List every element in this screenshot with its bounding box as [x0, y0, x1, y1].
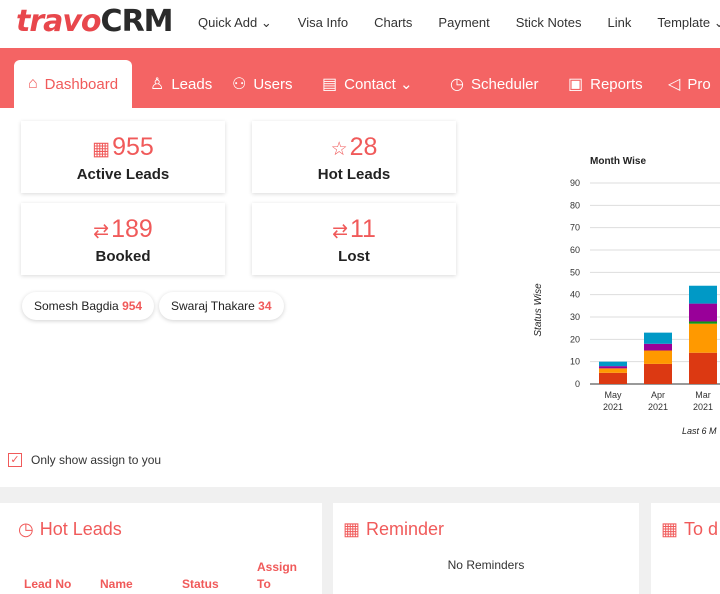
chart-xlabel: Last 6 M	[682, 426, 717, 436]
x-tick-label: 2021	[648, 402, 668, 412]
hot-leads-title: ◷ Hot Leads	[18, 519, 122, 539]
calendar-icon: ▦	[661, 519, 679, 539]
menu-template[interactable]: Template ⌄	[657, 15, 720, 30]
y-tick-label: 70	[570, 223, 580, 233]
col-status[interactable]: Status	[182, 577, 219, 591]
no-reminders-text: No Reminders	[447, 558, 525, 572]
menu-quick-add[interactable]: Quick Add ⌄	[198, 15, 272, 30]
y-tick-label: 30	[570, 312, 580, 322]
card-hot-leads[interactable]: ☆28 Hot Leads	[252, 121, 456, 193]
menu-stick-notes[interactable]: Stick Notes	[515, 15, 582, 30]
y-tick-label: 50	[570, 267, 580, 277]
exchange-icon: ⇄	[93, 221, 110, 242]
tab-contact[interactable]: ▤ Contact ⌄	[322, 76, 413, 93]
menu-charts[interactable]: Charts	[374, 15, 413, 30]
x-tick-label: May	[604, 390, 622, 400]
stopwatch-icon: ◷	[18, 519, 34, 539]
bar-segment[interactable]	[599, 361, 627, 367]
top-menu: Quick Add ⌄ Visa Info Charts Payment Sti…	[198, 15, 720, 31]
bar-segment[interactable]	[689, 285, 717, 304]
reminder-panel: ▦ Reminder No Reminders	[333, 503, 639, 594]
menu-visa-info[interactable]: Visa Info	[297, 15, 349, 30]
travo-crm-logo[interactable]: travoCRM	[16, 4, 174, 39]
users-icon: ⚇	[232, 76, 247, 93]
tab-users[interactable]: ⚇ Users	[232, 75, 293, 94]
exchange-icon: ⇄	[332, 221, 348, 242]
tab-scheduler[interactable]: ◷ Scheduler	[450, 75, 539, 94]
document-icon: ▤	[322, 76, 338, 93]
bar-segment[interactable]	[689, 323, 717, 353]
user-pill-somesh[interactable]: Somesh Bagdia 954	[22, 292, 155, 320]
rocket-icon: ♙	[150, 76, 165, 93]
bar-segment[interactable]	[689, 352, 717, 384]
x-tick-label: 2021	[693, 402, 713, 412]
y-tick-label: 40	[570, 290, 580, 300]
calendar-icon: ▦	[343, 519, 361, 539]
bar-segment[interactable]	[599, 372, 627, 384]
calendar-icon: ▦	[92, 139, 111, 160]
tab-dashboard[interactable]: ⌂ Dashboard	[14, 60, 133, 108]
bar-segment[interactable]	[644, 343, 672, 351]
assign-to-you-label: Only show assign to you	[31, 453, 162, 467]
col-name[interactable]: Name	[100, 577, 133, 591]
star-icon: ☆	[330, 139, 348, 160]
bar-segment[interactable]	[599, 368, 627, 373]
col-assign[interactable]: Assign	[257, 560, 298, 574]
bar-segment[interactable]	[689, 321, 717, 324]
bar-segment[interactable]	[689, 303, 717, 322]
bar-segment[interactable]	[599, 366, 627, 369]
tab-reports[interactable]: ▣ Reports	[568, 75, 643, 94]
reminder-title: ▦ Reminder	[343, 519, 445, 539]
chart-title: Month Wise	[590, 156, 646, 167]
col-lead-no[interactable]: Lead No	[24, 577, 72, 591]
hot-leads-panel: ◷ Hot Leads Lead No Name Status Assign To	[0, 503, 322, 594]
bar-segment[interactable]	[644, 350, 672, 364]
stopwatch-icon: ◷	[450, 76, 464, 93]
month-wise-chart: Month Wise Status Wise Last 6 M 0 10 20 30 4…	[533, 156, 720, 436]
tab-leads[interactable]: ♙ Leads	[150, 75, 213, 94]
bar-segment[interactable]	[644, 332, 672, 344]
x-tick-label: Mar	[695, 390, 711, 400]
megaphone-icon: ◁	[668, 76, 681, 93]
tab-pro[interactable]: ◁ Pro	[668, 75, 711, 94]
y-tick-label: 10	[570, 357, 580, 367]
y-tick-label: 20	[570, 334, 580, 344]
x-tick-label: Apr	[651, 390, 665, 400]
menu-payment[interactable]: Payment	[438, 15, 490, 30]
card-active-leads[interactable]: ▦955 Active Leads	[21, 121, 225, 193]
main-nav: ⌂ Dashboard ♙ Leads ⚇ Users ▤ Contact ⌄ ◷ Sch…	[0, 48, 720, 108]
y-tick-label: 60	[570, 245, 580, 255]
todo-title: ▦ To d	[661, 519, 719, 539]
briefcase-icon: ▣	[568, 76, 584, 93]
bar-segment[interactable]	[644, 363, 672, 384]
card-booked[interactable]: ⇄189 Booked	[21, 203, 225, 275]
y-tick-label: 90	[570, 178, 580, 188]
x-tick-label: 2021	[603, 402, 623, 412]
chart-ylabel: Status Wise	[533, 283, 544, 337]
todo-panel: ▦ To d	[651, 503, 720, 594]
top-bar: travoCRM Quick Add ⌄ Visa Info Charts Pa…	[0, 0, 720, 48]
user-pill-swaraj[interactable]: Swaraj Thakare 34	[159, 292, 284, 320]
col-to: To	[257, 577, 271, 591]
assign-to-you-checkbox[interactable]: ✓	[8, 453, 22, 467]
home-icon: ⌂	[28, 75, 38, 92]
y-tick-label: 0	[575, 379, 580, 389]
card-lost[interactable]: ⇄11 Lost	[252, 203, 456, 275]
y-tick-label: 80	[570, 200, 580, 210]
menu-link[interactable]: Link	[607, 15, 632, 30]
